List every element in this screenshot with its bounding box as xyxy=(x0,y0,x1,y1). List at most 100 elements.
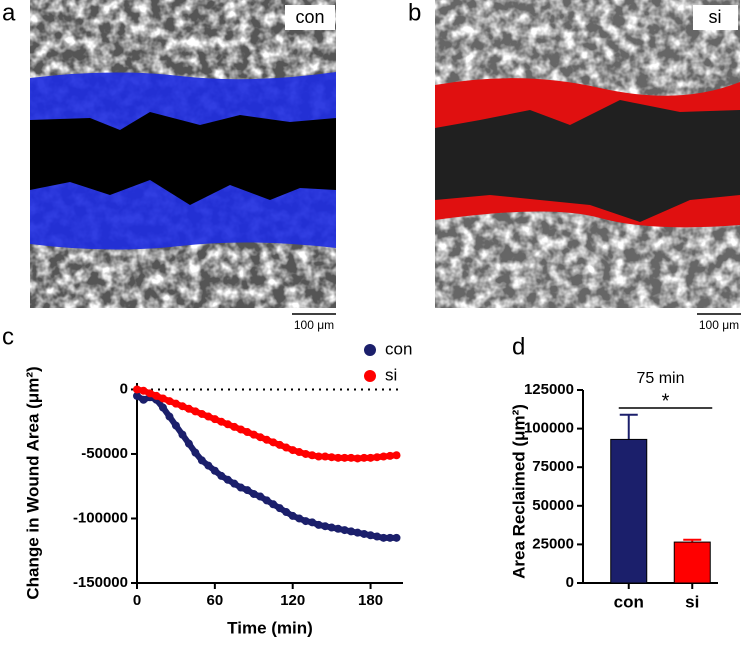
scale-label: 100 μm xyxy=(699,318,739,332)
data-point xyxy=(353,454,362,463)
data-point xyxy=(158,403,167,412)
data-point xyxy=(308,451,317,460)
data-point xyxy=(223,420,232,429)
data-point xyxy=(275,504,284,513)
bar xyxy=(673,541,711,584)
data-point xyxy=(373,532,382,541)
data-point xyxy=(366,531,375,540)
data-point xyxy=(243,428,252,437)
data-point xyxy=(282,443,291,452)
data-point xyxy=(392,451,401,460)
data-point xyxy=(133,385,141,394)
data-point xyxy=(139,386,148,395)
data-point xyxy=(301,517,310,526)
data-point xyxy=(321,522,330,531)
data-point xyxy=(295,448,304,457)
data-point xyxy=(256,492,265,501)
data-point xyxy=(230,479,239,488)
data-point xyxy=(197,409,206,418)
data-point xyxy=(191,407,200,416)
y-tick-label: -50000 xyxy=(81,445,128,462)
data-point xyxy=(366,453,375,462)
axis xyxy=(136,383,403,584)
data-point xyxy=(392,533,401,542)
y-tick-label: 25000 xyxy=(532,535,574,552)
legend-label: si xyxy=(385,365,397,384)
data-point xyxy=(269,438,278,447)
micrograph-b xyxy=(435,0,740,308)
data-point xyxy=(340,453,349,462)
data-point xyxy=(256,433,265,442)
legend-marker xyxy=(364,370,376,382)
data-point xyxy=(204,412,213,421)
data-point xyxy=(327,453,336,462)
micrograph-a xyxy=(30,0,336,308)
data-point xyxy=(347,453,356,462)
data-point xyxy=(230,422,239,431)
data-point xyxy=(295,514,304,523)
data-point xyxy=(139,395,148,404)
data-point xyxy=(145,389,154,398)
x-tick-label: 0 xyxy=(133,592,141,609)
data-point xyxy=(347,527,356,536)
data-point xyxy=(165,397,174,406)
bar xyxy=(610,438,648,584)
y-tick-label: 50000 xyxy=(532,497,574,514)
data-point xyxy=(314,520,323,529)
data-point xyxy=(197,456,206,465)
data-point xyxy=(133,391,141,400)
panel-label: d xyxy=(512,333,525,360)
y-tick-label: 75000 xyxy=(532,458,574,475)
legend-marker xyxy=(364,344,376,356)
data-point xyxy=(275,440,284,449)
data-point xyxy=(360,453,369,462)
data-point xyxy=(152,391,161,400)
data-point xyxy=(158,394,167,403)
y-axis-label: Area Reclaimed (μm²) xyxy=(509,404,528,579)
data-point xyxy=(321,452,330,461)
data-point xyxy=(386,451,395,460)
x-tick-label: 120 xyxy=(280,592,305,609)
data-point xyxy=(236,483,245,492)
data-point xyxy=(288,446,297,455)
legend-label: con xyxy=(385,339,412,358)
data-point xyxy=(386,533,395,542)
data-point xyxy=(171,421,180,430)
data-point xyxy=(334,453,343,462)
data-point xyxy=(282,508,291,517)
data-point xyxy=(301,449,310,458)
x-tick-label: con xyxy=(614,592,644,611)
data-point xyxy=(217,417,226,426)
data-point xyxy=(243,486,252,495)
panel-label: c xyxy=(2,323,14,350)
data-point xyxy=(327,523,336,532)
chart-title: 75 min xyxy=(636,370,684,387)
x-tick-label: si xyxy=(685,592,699,611)
x-tick-label: 180 xyxy=(358,592,383,609)
panel-label: a xyxy=(2,0,16,26)
series-line xyxy=(134,392,400,541)
data-point xyxy=(191,448,200,457)
y-tick-label: 0 xyxy=(566,574,574,591)
data-point xyxy=(262,496,271,505)
data-point xyxy=(178,402,187,411)
data-point xyxy=(262,435,271,444)
y-tick-label: 0 xyxy=(120,380,128,397)
y-axis-label: Change in Wound Area (μm²) xyxy=(23,366,42,599)
panel-label: b xyxy=(408,0,421,26)
data-point xyxy=(373,453,382,462)
data-point xyxy=(249,489,258,498)
data-point xyxy=(210,466,219,475)
data-point xyxy=(353,528,362,537)
data-point xyxy=(308,518,317,527)
data-point xyxy=(178,430,187,439)
y-tick-label: -100000 xyxy=(73,509,128,526)
data-point xyxy=(288,511,297,520)
data-point xyxy=(314,452,323,461)
data-point xyxy=(236,425,245,434)
data-point xyxy=(334,524,343,533)
data-point xyxy=(379,452,388,461)
data-point xyxy=(360,529,369,538)
data-point xyxy=(269,500,278,509)
